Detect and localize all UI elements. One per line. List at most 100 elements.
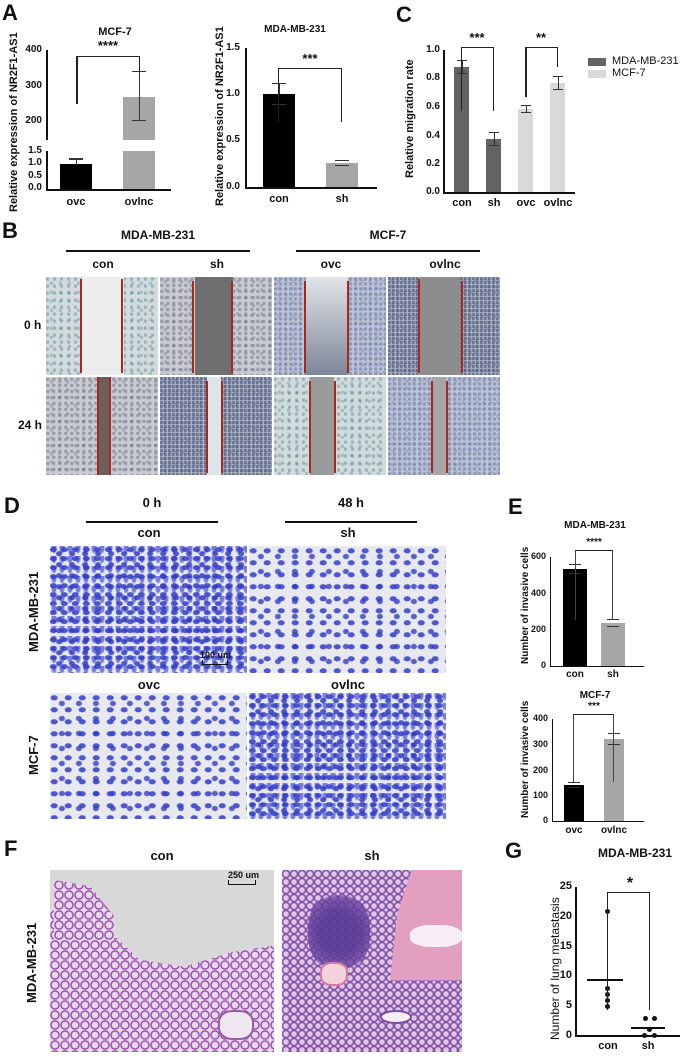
x-label: con [452,197,472,209]
column-label: con [92,257,114,271]
group-underline [66,250,250,252]
legend-label: MDA-MB-231 [612,55,679,67]
y-axis-lower [46,151,48,189]
column-label: sh [340,525,356,540]
x-label: ovlnc [124,196,154,208]
error-bar [76,158,77,164]
chart-title: MDA-MB-231 [264,24,326,35]
y-tick: 100 [532,790,548,800]
panel-label-f: F [4,836,18,861]
x-axis [245,187,377,189]
column-label: con [137,525,161,540]
x-axis [552,821,644,823]
significance-bracket [76,56,78,104]
error-bar [279,83,280,94]
significance-bracket [461,47,494,111]
error-bar [462,60,463,74]
invasion-image-con: 100 um [50,546,247,673]
group-header: MCF-7 [369,228,407,242]
x-axis [46,189,171,191]
time-header: 0 h [142,495,162,510]
invasion-image-ovc [50,693,247,819]
error-bar [608,733,620,745]
bar-ovlnc [550,83,565,192]
scale-bar-label: 250 um [228,870,260,880]
scratch-image-sh-0h [160,277,272,375]
x-label: ovc [565,825,583,836]
y-tick: 200 [25,115,42,126]
significance-stars: *** [469,30,485,45]
x-label: con [269,193,289,205]
y-tick: 0.0 [28,182,42,193]
bar-ovc [60,164,92,189]
significance-bracket [525,47,527,97]
column-label: sh [364,848,380,863]
panel-label-d: D [4,493,20,518]
x-label: sh [641,1040,655,1052]
error-bar [494,132,495,146]
chart-title: MDA-MB-231 [597,846,672,860]
x-label: sh [335,193,349,205]
panel-label-e: E [508,494,523,519]
column-label: ovlnc [429,257,461,271]
row-label: 24 h [18,418,43,432]
scratch-image-ovc-24h [274,377,386,475]
time-underline [86,521,218,523]
bar-ovlnc-lower [123,151,155,189]
bar-ovc [564,785,584,821]
column-label: ovlnc [331,677,365,692]
bar-ovlnc [604,739,624,821]
y-axis [575,887,577,1036]
scratch-image-ovlnc-24h [388,377,500,475]
x-label: ovc [516,197,536,209]
data-point [647,1027,652,1032]
y-tick: 15 [559,940,572,952]
error-bar [139,71,140,121]
panel-label-b: B [2,218,18,243]
y-tick: 0.5 [28,170,42,181]
significance-bracket [575,550,613,620]
significance-stars: **** [586,537,602,548]
y-tick: 0.5 [226,134,240,145]
legend-swatch-mcf7 [588,70,606,78]
y-tick: 0.6 [426,101,440,112]
error-bar [526,105,527,113]
y-tick: 400 [25,44,42,55]
y-tick: 20 [559,910,572,922]
y-axis [443,50,445,193]
column-label: ovc [137,677,161,692]
bar-sh [486,139,501,192]
y-tick: 0 [542,815,548,825]
y-tick: 0 [565,1029,572,1041]
x-label: ovc [66,196,86,208]
y-tick: 400 [530,588,546,598]
significance-bracket [278,68,342,122]
x-label: sh [607,669,619,680]
y-tick: 0.2 [426,158,440,169]
scratch-image-ovc-0h [274,277,386,375]
scale-bar-label: 100 um [200,650,232,660]
x-axis [550,666,644,668]
invasion-image-sh [249,546,446,673]
significance-stars: **** [97,38,119,53]
significance-stars: *** [302,51,318,66]
row-label: MDA-MB-231 [26,571,41,652]
bar-con [263,94,295,187]
data-point [642,1033,647,1038]
y-tick: 300 [25,80,42,91]
error-bar [558,76,559,90]
group-underline [296,250,480,252]
scratch-image-ovlnc-0h [388,277,500,375]
x-label: con [598,1040,618,1052]
bar-sh [601,623,625,666]
row-label: 0 h [24,318,42,332]
scale-bar [228,880,256,885]
chart-title: MDA-MB-231 [564,520,626,531]
column-label: con [150,848,174,863]
x-label: ovlnc [600,825,628,836]
y-tick: 1.5 [226,42,240,53]
significance-bracket [607,892,650,1010]
data-point [643,1016,648,1021]
y-tick: 1.5 [28,145,42,156]
y-tick: 300 [532,739,548,749]
